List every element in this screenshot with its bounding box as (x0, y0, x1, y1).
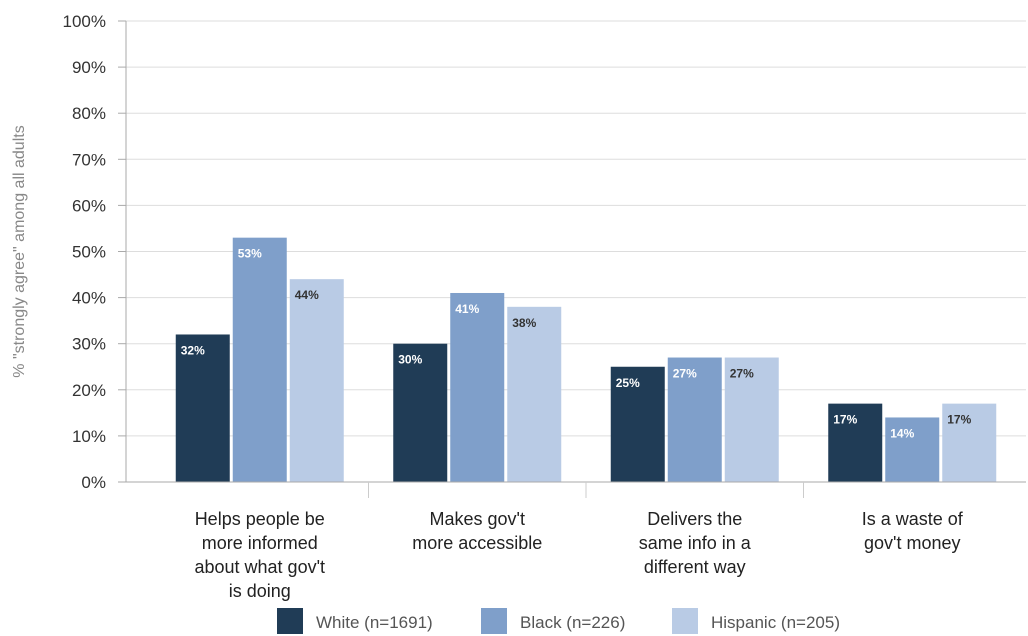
legend-swatch (481, 608, 507, 634)
legend-label: Hispanic (n=205) (711, 613, 840, 632)
data-label: 32% (181, 343, 205, 357)
labels: 0% 10% 20% 30% 40% 50% 60% 70% 80% 90% 100% % "stro… (11, 12, 972, 601)
legend-label: Black (n=226) (520, 613, 625, 632)
data-label: 38% (512, 316, 536, 330)
bar (450, 292, 505, 482)
category-label: is doing (229, 581, 291, 601)
y-tick-label: 80% (72, 104, 106, 123)
y-tick-label: 40% (72, 289, 106, 308)
legend: White (n=1691) Black (n=226) Hispanic (n=2… (277, 608, 840, 634)
data-label: 27% (730, 367, 754, 381)
data-label: 41% (455, 302, 479, 316)
category-label: Helps people be (195, 509, 325, 529)
legend-swatch (277, 608, 303, 634)
category-label: different way (644, 557, 746, 577)
bar (942, 403, 997, 482)
bar (507, 306, 562, 482)
y-tick-label: 60% (72, 196, 106, 215)
data-label: 17% (947, 413, 971, 427)
bar (393, 343, 448, 482)
bar (667, 357, 722, 482)
category-label: gov't money (864, 533, 961, 553)
category-label: Makes gov't (430, 509, 525, 529)
y-tick-label: 70% (72, 150, 106, 169)
legend-label: White (n=1691) (316, 613, 433, 632)
category-label: Is a waste of (862, 509, 964, 529)
category-label: Delivers the (647, 509, 742, 529)
bar (232, 237, 287, 482)
bar (175, 334, 230, 482)
axes (118, 20, 1026, 498)
category-label: more accessible (412, 533, 542, 553)
category-label: more informed (202, 533, 318, 553)
y-tick-label: 50% (72, 243, 106, 262)
data-label: 25% (616, 376, 640, 390)
y-tick-label: 90% (72, 58, 106, 77)
data-label: 17% (833, 413, 857, 427)
y-tick-label: 100% (63, 12, 106, 31)
data-label: 14% (890, 426, 914, 440)
y-tick-label: 10% (72, 427, 106, 446)
y-axis-title: % "strongly agree" among all adults (11, 125, 28, 377)
y-tick-label: 20% (72, 381, 106, 400)
data-label: 44% (295, 288, 319, 302)
category-label: same info in a (639, 533, 752, 553)
bar (724, 357, 779, 482)
bar (610, 366, 665, 482)
bar (828, 403, 883, 482)
data-label: 27% (673, 367, 697, 381)
bar (885, 417, 940, 482)
y-tick-label: 0% (81, 473, 106, 492)
data-label: 30% (398, 353, 422, 367)
category-label: about what gov't (194, 557, 325, 577)
bar (289, 279, 344, 482)
y-tick-label: 30% (72, 335, 106, 354)
bars (175, 237, 997, 482)
data-label: 53% (238, 247, 262, 261)
legend-swatch (672, 608, 698, 634)
